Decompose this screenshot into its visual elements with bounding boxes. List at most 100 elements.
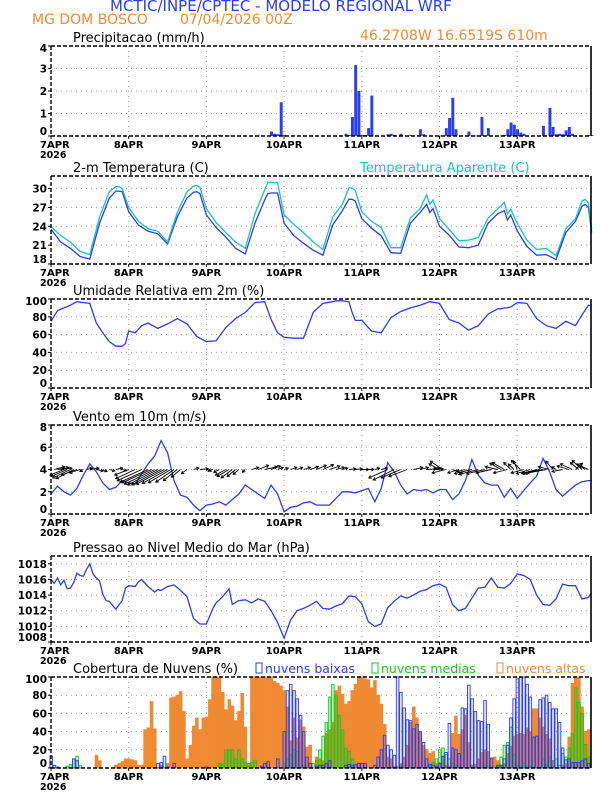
bar-nuvens-altas — [182, 711, 186, 769]
wind-arrowhead — [323, 464, 328, 468]
wind-arrowhead — [465, 471, 470, 476]
bar-nuvens-medias — [224, 749, 228, 769]
bar-precip — [350, 116, 354, 136]
wind-arrowhead — [79, 468, 83, 473]
bar-precip — [279, 102, 283, 136]
bar-nuvens-medias — [331, 683, 335, 769]
bar-nuvens-baixas — [450, 747, 455, 769]
wind-vector — [489, 462, 502, 470]
bar-nuvens-altas — [356, 676, 361, 769]
y-tick-label: 21 — [32, 240, 47, 252]
bar-precip — [554, 134, 558, 136]
wind-arrowhead — [571, 459, 576, 464]
x-tick-label: 7APR — [40, 646, 70, 657]
bar-nuvens-baixas — [535, 735, 539, 769]
bar-precip — [370, 95, 374, 136]
y-tick-label: 1012 — [18, 606, 47, 618]
y-tick-label: 1008 — [18, 632, 47, 644]
wind-arrowhead — [453, 471, 458, 476]
wind-arrowhead — [380, 475, 385, 479]
wind-vector — [264, 466, 278, 470]
bar-nuvens-altas — [178, 691, 183, 769]
bar-nuvens-altas — [172, 696, 176, 769]
bar-nuvens-baixas — [373, 764, 377, 769]
wind-arrowhead — [372, 477, 377, 481]
bar-precip — [564, 130, 568, 136]
wind-vector — [538, 466, 550, 470]
wind-vector — [115, 469, 136, 480]
wind-arrowhead — [492, 470, 497, 475]
y-tick-label: 80 — [32, 690, 47, 702]
wind-arrowhead — [103, 468, 108, 473]
wind-arrowhead — [113, 472, 118, 477]
bar-nuvens-baixas — [347, 763, 351, 769]
bar-precip — [519, 132, 523, 136]
wind-vector — [329, 465, 341, 470]
wind-arrowhead — [55, 475, 60, 480]
wind-vector — [303, 466, 311, 470]
bar-nuvens-altas — [240, 692, 244, 769]
wind-arrowhead — [368, 475, 372, 479]
bar-nuvens-medias — [250, 762, 254, 769]
wind-arrowhead — [123, 481, 128, 485]
bar-precip — [473, 135, 477, 137]
bar-nuvens-baixas — [573, 762, 578, 769]
y-tick-label: 40 — [32, 727, 47, 739]
wind-arrowhead — [68, 470, 73, 475]
bar-precip — [516, 129, 520, 136]
wind-arrowhead — [135, 481, 140, 485]
wind-arrowhead — [126, 482, 131, 486]
x-year-label: 2026 — [40, 402, 67, 413]
wind-arrowhead — [130, 482, 135, 486]
wind-arrowhead — [147, 479, 152, 484]
wind-arrowhead — [446, 470, 451, 475]
bar-nuvens-altas — [185, 758, 189, 769]
y-tick-label: 1014 — [18, 590, 47, 602]
bar-nuvens-baixas — [431, 764, 435, 769]
bar-nuvens-medias — [237, 749, 241, 769]
x-tick-label: 11APR — [343, 772, 380, 783]
x-tick-label: 8APR — [114, 268, 144, 279]
wind-vector — [116, 469, 142, 482]
bar-nuvens-baixas — [460, 707, 465, 769]
wind-arrowhead — [431, 470, 435, 475]
wind-vector — [466, 469, 485, 475]
x-tick-label: 8APR — [114, 518, 144, 529]
bar-nuvens-baixas — [512, 698, 516, 769]
bar-nuvens-baixas — [395, 676, 400, 769]
station-name: MG DOM BOSCO — [32, 12, 148, 28]
x-tick-label: 12APR — [421, 646, 458, 657]
x-tick-label: 7APR — [40, 772, 70, 783]
wind-arrowhead — [388, 473, 392, 478]
wind-vector — [485, 466, 498, 470]
bar-precip — [438, 135, 442, 137]
bar-nuvens-baixas — [509, 717, 513, 769]
wind-vector — [216, 469, 230, 477]
y-tick-label: 40 — [32, 347, 47, 359]
bar-nuvens-altas — [276, 682, 280, 769]
y-tick-label: 0 — [40, 504, 47, 516]
wind-arrowhead — [280, 466, 285, 471]
bar-precip — [273, 133, 277, 136]
legend-swatch-icon — [255, 662, 263, 674]
wind-vector — [309, 466, 319, 470]
panel-title: Pressao ao Nivel Medio do Mar (hPa) — [73, 541, 310, 556]
x-tick-label: 11APR — [343, 268, 380, 279]
wind-arrowhead — [525, 470, 530, 475]
x-tick-label: 9APR — [192, 392, 222, 403]
bar-nuvens-baixas — [360, 763, 364, 769]
bar-precip — [409, 134, 413, 136]
wind-arrowhead — [119, 466, 124, 471]
bar-nuvens-baixas — [473, 711, 478, 769]
bar-nuvens-baixas — [295, 698, 300, 769]
bar-precip — [451, 97, 455, 136]
bar-precip — [282, 134, 286, 136]
bar-nuvens-altas — [253, 676, 257, 769]
wind-vector — [52, 469, 71, 479]
wind-vector — [372, 469, 395, 481]
wind-arrowhead — [232, 471, 237, 475]
bar-nuvens-altas — [492, 756, 497, 769]
x-tick-label: 8APR — [114, 392, 144, 403]
bar-nuvens-baixas — [483, 700, 487, 769]
bar-precip — [444, 128, 448, 136]
